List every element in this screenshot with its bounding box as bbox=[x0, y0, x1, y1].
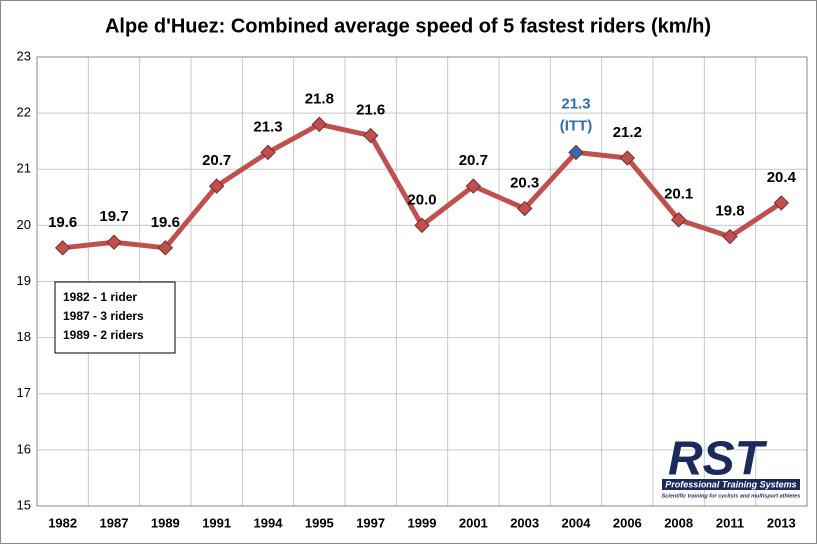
data-label: 20.0 bbox=[407, 191, 436, 208]
point-marker bbox=[362, 127, 379, 144]
x-tick-label: 1982 bbox=[48, 515, 77, 530]
point-marker bbox=[414, 217, 430, 234]
data-label: 21.3 bbox=[561, 95, 590, 112]
x-tick-label: 2008 bbox=[664, 515, 693, 530]
y-tick-label: 15 bbox=[17, 497, 31, 512]
data-label: 20.7 bbox=[202, 152, 231, 169]
y-tick-label: 19 bbox=[17, 273, 31, 288]
data-label: 20.1 bbox=[664, 186, 693, 203]
note-frame bbox=[54, 281, 176, 354]
x-tick-label: 1994 bbox=[254, 515, 284, 530]
logo-tagline: Scientific training for cyclists and mul… bbox=[662, 493, 801, 499]
data-label: 21.2 bbox=[613, 124, 642, 141]
x-tick-label: 2006 bbox=[613, 515, 642, 530]
data-label: 21.3 bbox=[253, 118, 282, 135]
x-tick-label: 1999 bbox=[408, 515, 437, 530]
chart-title: Alpe d'Huez: Combined average speed of 5… bbox=[105, 15, 711, 37]
point-marker bbox=[722, 228, 738, 245]
point-marker bbox=[568, 144, 584, 161]
y-tick-label: 22 bbox=[17, 105, 31, 120]
x-tick-label: 2004 bbox=[562, 515, 592, 530]
point-marker bbox=[773, 195, 790, 211]
note-line: 1987 - 3 riders bbox=[63, 309, 144, 323]
x-tick-label: 2013 bbox=[767, 515, 796, 530]
logo-name: Professional Training Systems bbox=[665, 479, 796, 489]
note-box: 1982 - 1 rider 1987 - 3 riders 1989 - 2 … bbox=[54, 281, 176, 354]
point-marker bbox=[54, 240, 71, 256]
x-tick-label: 1995 bbox=[305, 515, 334, 530]
y-tick-label: 17 bbox=[17, 385, 31, 400]
x-tick-label: 2001 bbox=[459, 515, 488, 530]
point-marker bbox=[157, 240, 174, 256]
point-marker bbox=[619, 150, 636, 166]
note-line: 1982 - 1 rider bbox=[63, 290, 137, 304]
point-marker bbox=[465, 178, 482, 194]
data-label: 19.6 bbox=[48, 214, 77, 231]
y-tick-label: 21 bbox=[17, 161, 31, 176]
y-tick-label: 20 bbox=[17, 217, 31, 232]
logo-mark: RST bbox=[668, 433, 768, 486]
point-marker bbox=[311, 116, 328, 133]
logo: RST Professional Training Systems Scient… bbox=[662, 433, 801, 500]
logo-band bbox=[662, 479, 800, 490]
x-tick-label: 1991 bbox=[202, 515, 231, 530]
plot-frame bbox=[36, 56, 808, 507]
y-tick-label: 16 bbox=[17, 441, 31, 456]
x-tick-label: 2003 bbox=[510, 515, 539, 530]
data-label: 19.8 bbox=[715, 203, 744, 220]
point-marker bbox=[106, 234, 122, 250]
data-label: 21.6 bbox=[356, 102, 385, 119]
data-label: 20.3 bbox=[510, 175, 539, 192]
annotation: (ITT) bbox=[560, 117, 592, 134]
point-marker bbox=[260, 144, 276, 161]
y-tick-label: 18 bbox=[17, 329, 31, 344]
note-line: 1989 - 2 riders bbox=[63, 328, 144, 342]
data-label: 20.7 bbox=[459, 152, 488, 169]
x-tick-label: 2011 bbox=[716, 515, 744, 530]
point-marker bbox=[516, 200, 533, 217]
data-label: 19.6 bbox=[151, 214, 180, 231]
data-label: 20.4 bbox=[767, 169, 797, 186]
x-tick-label: 1997 bbox=[356, 515, 385, 530]
x-tick-label: 1987 bbox=[100, 515, 129, 530]
data-label: 21.8 bbox=[305, 90, 334, 107]
point-marker bbox=[208, 178, 225, 194]
x-tick-label: 1989 bbox=[151, 515, 180, 530]
point-marker bbox=[670, 212, 687, 228]
data-label: 19.7 bbox=[99, 208, 128, 225]
y-tick-label: 23 bbox=[17, 48, 31, 63]
